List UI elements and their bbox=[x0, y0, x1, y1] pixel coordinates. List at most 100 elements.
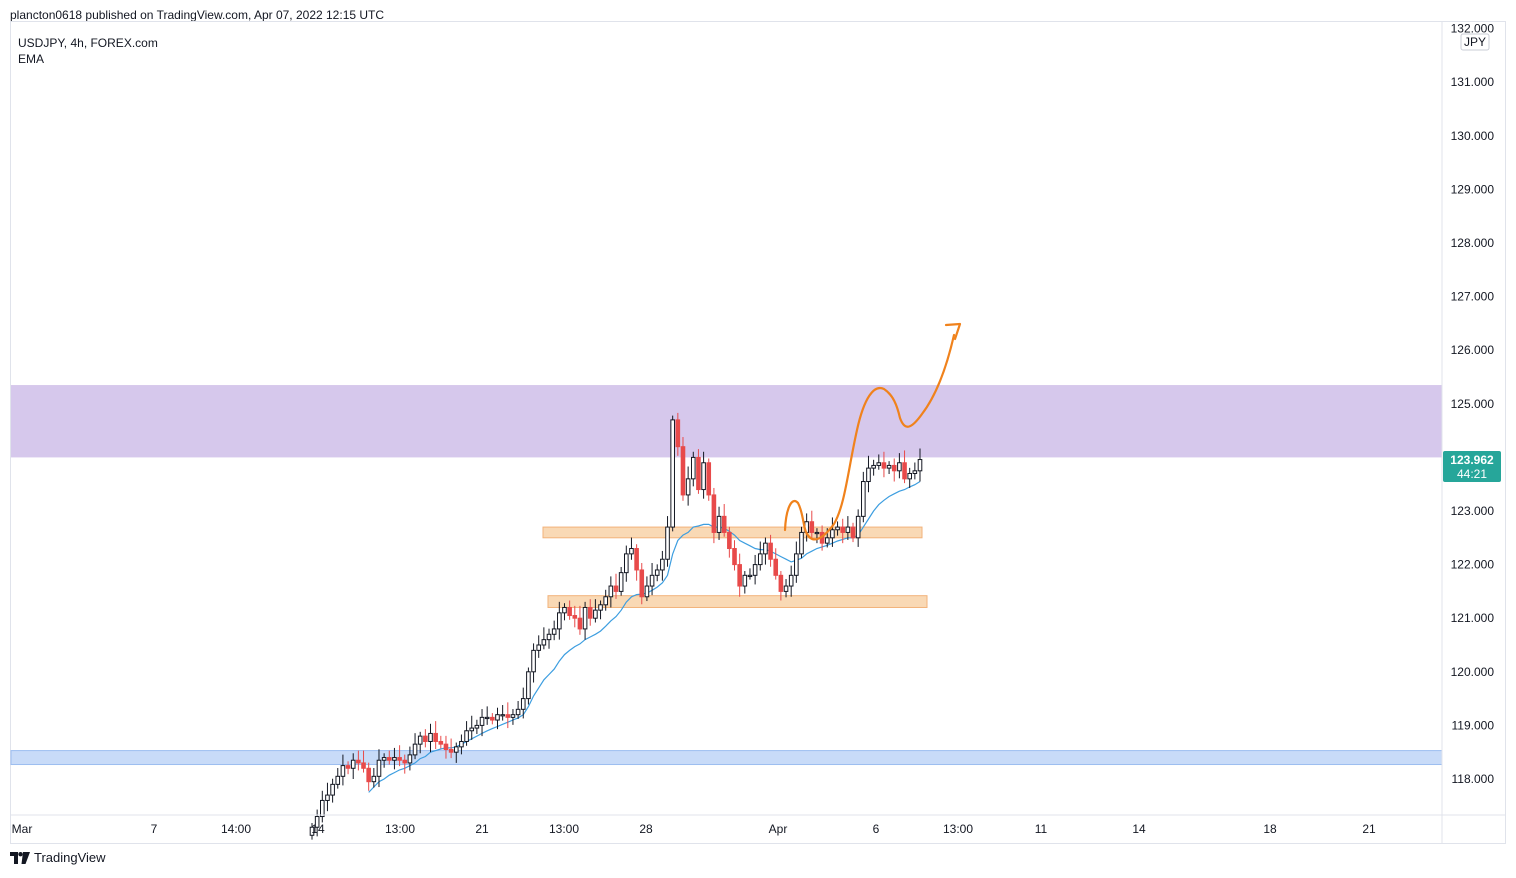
candle-body bbox=[634, 548, 639, 571]
candle bbox=[448, 738, 454, 759]
zone-support-lower bbox=[547, 595, 928, 608]
candle bbox=[855, 509, 861, 547]
time-tick-label: Mar bbox=[12, 822, 33, 836]
candle bbox=[598, 600, 603, 620]
candle-body bbox=[866, 467, 871, 483]
candle-body bbox=[397, 757, 402, 761]
candle-body bbox=[685, 478, 691, 496]
candle bbox=[742, 571, 748, 594]
candle bbox=[876, 454, 882, 470]
candle-body bbox=[325, 794, 330, 801]
candle-body bbox=[587, 606, 593, 619]
candle bbox=[567, 600, 572, 620]
time-tick-label: Apr bbox=[769, 822, 788, 836]
time-tick-label: 6 bbox=[873, 822, 880, 836]
candle bbox=[526, 667, 531, 705]
currency-badge[interactable] bbox=[1460, 33, 1490, 51]
candle-body bbox=[469, 727, 475, 732]
candle-body bbox=[608, 585, 614, 598]
candle bbox=[871, 459, 876, 476]
price-tick-label: 118.000 bbox=[1452, 772, 1495, 786]
candle-body bbox=[639, 569, 645, 598]
candle bbox=[402, 754, 408, 774]
candle-body bbox=[701, 462, 706, 491]
price-axis[interactable]: 118.000 119.000 120.000 121.000 122.000 123.0… bbox=[1441, 21, 1501, 844]
candle-body bbox=[464, 730, 469, 742]
candle bbox=[737, 553, 742, 597]
candle bbox=[335, 768, 341, 789]
candle bbox=[531, 643, 536, 683]
candle bbox=[861, 471, 866, 523]
candle bbox=[685, 466, 691, 506]
footer-brand[interactable]: TradingView bbox=[34, 850, 106, 865]
candle bbox=[696, 449, 701, 494]
candle bbox=[680, 437, 686, 501]
candle-body bbox=[830, 529, 835, 539]
candle bbox=[639, 562, 645, 605]
candle bbox=[732, 540, 737, 571]
candle bbox=[613, 573, 619, 599]
candle-body bbox=[536, 644, 542, 651]
candle-body bbox=[479, 716, 485, 726]
candle-body bbox=[660, 558, 665, 571]
candle bbox=[510, 709, 516, 725]
candle bbox=[603, 589, 608, 611]
candle bbox=[665, 516, 670, 567]
candle-body bbox=[696, 456, 701, 491]
zone-support-bottom bbox=[10, 750, 1443, 766]
candle-body bbox=[742, 574, 748, 587]
candle bbox=[747, 568, 753, 580]
last-price-countdown: 44:21 bbox=[1457, 467, 1487, 481]
candle-body bbox=[557, 612, 562, 630]
candle-body bbox=[567, 606, 572, 617]
candle-body bbox=[335, 775, 341, 785]
candle bbox=[845, 516, 851, 540]
candle bbox=[757, 541, 763, 571]
candle-body bbox=[438, 740, 444, 745]
time-axis[interactable]: Mar 7 14:00 14 13:00 21 13:00 28 Apr 6 13:00 11 14 18… bbox=[11, 814, 1505, 836]
candle bbox=[484, 706, 490, 725]
candle-body bbox=[603, 596, 608, 606]
candle-body bbox=[912, 470, 918, 474]
candle-body bbox=[876, 462, 882, 466]
candle bbox=[634, 544, 639, 581]
candle bbox=[593, 599, 598, 623]
candle-body bbox=[835, 526, 840, 531]
candle-body bbox=[788, 574, 794, 587]
candles-layer bbox=[309, 412, 923, 840]
candle-body bbox=[665, 526, 670, 560]
price-tick-label: 121.000 bbox=[1451, 611, 1495, 625]
candle bbox=[515, 701, 521, 719]
candle-body bbox=[546, 633, 552, 641]
candle bbox=[727, 526, 732, 558]
candle bbox=[587, 599, 593, 626]
candle bbox=[495, 707, 500, 730]
candle-body bbox=[412, 743, 418, 756]
tradingview-logo-icon bbox=[10, 851, 30, 864]
candle bbox=[490, 713, 495, 725]
candle-body bbox=[505, 714, 511, 718]
candle-body bbox=[392, 757, 397, 761]
candle-body bbox=[551, 628, 557, 635]
indicator-label[interactable]: EMA bbox=[18, 52, 45, 66]
candle-body bbox=[350, 759, 356, 769]
candle-body bbox=[706, 462, 712, 496]
candle-body bbox=[675, 419, 681, 448]
candle bbox=[392, 747, 397, 770]
zones-layer bbox=[10, 385, 1443, 766]
projection-layer bbox=[783, 322, 962, 541]
candle bbox=[361, 750, 366, 773]
price-tick-label: 132.000 bbox=[1451, 22, 1495, 36]
candle-body bbox=[747, 574, 753, 578]
chart-frame[interactable] bbox=[10, 21, 1506, 844]
candle-body bbox=[716, 515, 722, 533]
candle-body bbox=[897, 462, 902, 472]
symbol-label[interactable]: USDJPY, 4h, FOREX.com bbox=[18, 36, 158, 50]
candle bbox=[608, 576, 614, 608]
candle-body bbox=[356, 759, 361, 764]
candle bbox=[778, 571, 784, 601]
candle-body bbox=[721, 515, 727, 533]
projection-arrowhead bbox=[944, 322, 962, 341]
candle-body bbox=[433, 732, 438, 742]
